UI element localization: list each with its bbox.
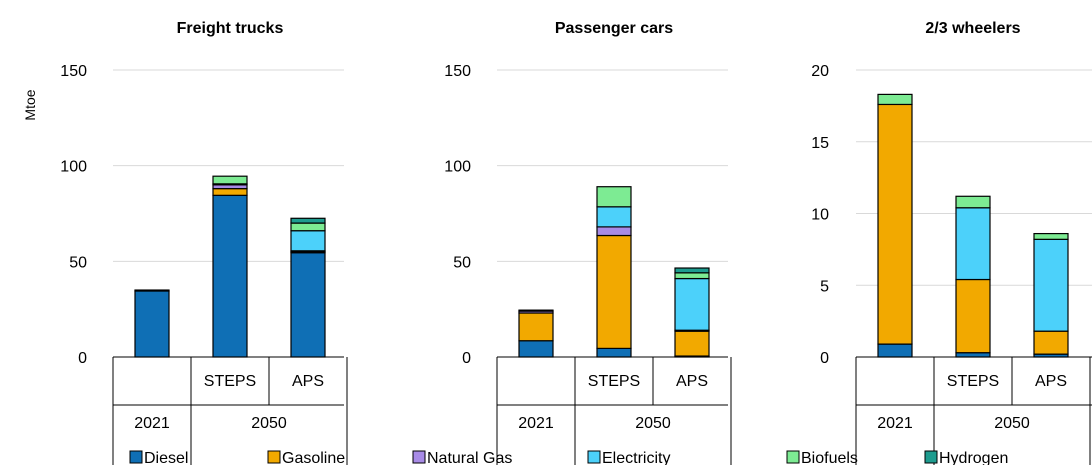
legend-swatch [267,450,281,464]
bar-segment [674,267,710,274]
panel-2: Passenger cars 0 50 100 150 STEPS APS 2021 2050 [444,20,732,465]
legend-label: Biofuels [801,450,858,465]
legend-label: Natural Gas [427,450,512,465]
y-tick-label: 50 [69,254,87,271]
legend-label: Hydrogen [939,450,1008,465]
bar-segment [877,93,913,106]
x-group-label: 2050 [635,415,671,432]
legend-item: Electricity [587,450,670,467]
bar-segment [518,340,554,358]
legend-label: Electricity [602,450,670,465]
bar-segment [955,278,991,354]
legend-swatch [587,450,601,464]
bar-segment [212,175,248,185]
bar-segment [596,226,632,237]
x-tick-label: APS [292,373,324,390]
y-tick-label: 0 [820,350,829,367]
y-tick-label: 50 [453,254,471,271]
bar-segment [290,252,326,358]
x-tick-label: STEPS [204,373,256,390]
bar-segment [674,277,710,331]
bar-segment [674,272,710,280]
y-tick-label: 100 [60,159,87,176]
bar-segment [134,289,170,292]
legend-swatch [412,450,426,464]
y-tick-label: 0 [462,350,471,367]
bar-segment [290,222,326,232]
bar-segment [134,290,170,358]
y-tick-label: 10 [811,207,829,224]
x-group-label: 2021 [518,415,554,432]
panel-title: Freight trucks [177,20,284,37]
panel-1: Freight trucks 0 50 100 150 STEPS APS 2021 2050 [60,20,348,465]
bar-segment [877,103,913,345]
legend-swatch [924,450,938,464]
bar-segment [955,352,991,358]
bar-segment [212,194,248,358]
legend-item: Hydrogen [924,450,1008,467]
x-tick-label: APS [676,373,708,390]
bar-segment [596,186,632,208]
bar-segment [596,234,632,349]
legend-swatch [786,450,800,464]
bar-segment [290,230,326,252]
y-tick-label: 15 [811,135,829,152]
y-tick-label: 100 [444,159,471,176]
legend-item: Gasoline [267,450,345,467]
x-group-label: 2021 [877,415,913,432]
y-tick-label: 150 [60,63,87,80]
y-tick-label: 5 [820,278,829,295]
bar-segment [596,347,632,358]
y-tick-label: 0 [78,350,87,367]
panel-title: 2/3 wheelers [925,20,1020,37]
panel-3: 2/3 wheelers 0 5 10 15 20 STEPS APS 2021 2050 [811,20,1092,465]
bar-segment [290,217,326,224]
x-group-label: 2050 [994,415,1030,432]
bar-segment [1033,330,1069,355]
bar-segment [212,188,248,196]
legend-label: Diesel [144,450,188,465]
legend-swatch [129,450,143,464]
bar-segment [1033,238,1069,332]
bar-segment [955,195,991,209]
bar-segment [596,206,632,228]
x-group-label: 2050 [251,415,287,432]
legend: Diesel Gasoline Natural Gas Electricity Biof… [129,450,1008,467]
bar-segment [955,207,991,281]
y-tick-label: 150 [444,63,471,80]
bar-segment [1033,232,1069,240]
legend-item: Natural Gas [412,450,512,467]
x-tick-label: APS [1035,373,1067,390]
legend-item: Biofuels [786,450,858,467]
x-tick-label: STEPS [947,373,999,390]
x-group-label: 2021 [134,415,170,432]
bar-segment [877,343,913,358]
bar-segment [518,312,554,342]
y-tick-label: 20 [811,63,829,80]
y-axis-label: Mtoe [22,89,38,120]
panel-title: Passenger cars [555,20,673,37]
legend-item: Diesel [129,450,188,467]
bar-segment [518,309,554,312]
bar-segment [674,330,710,357]
legend-label: Gasoline [282,450,345,465]
x-tick-label: STEPS [588,373,640,390]
